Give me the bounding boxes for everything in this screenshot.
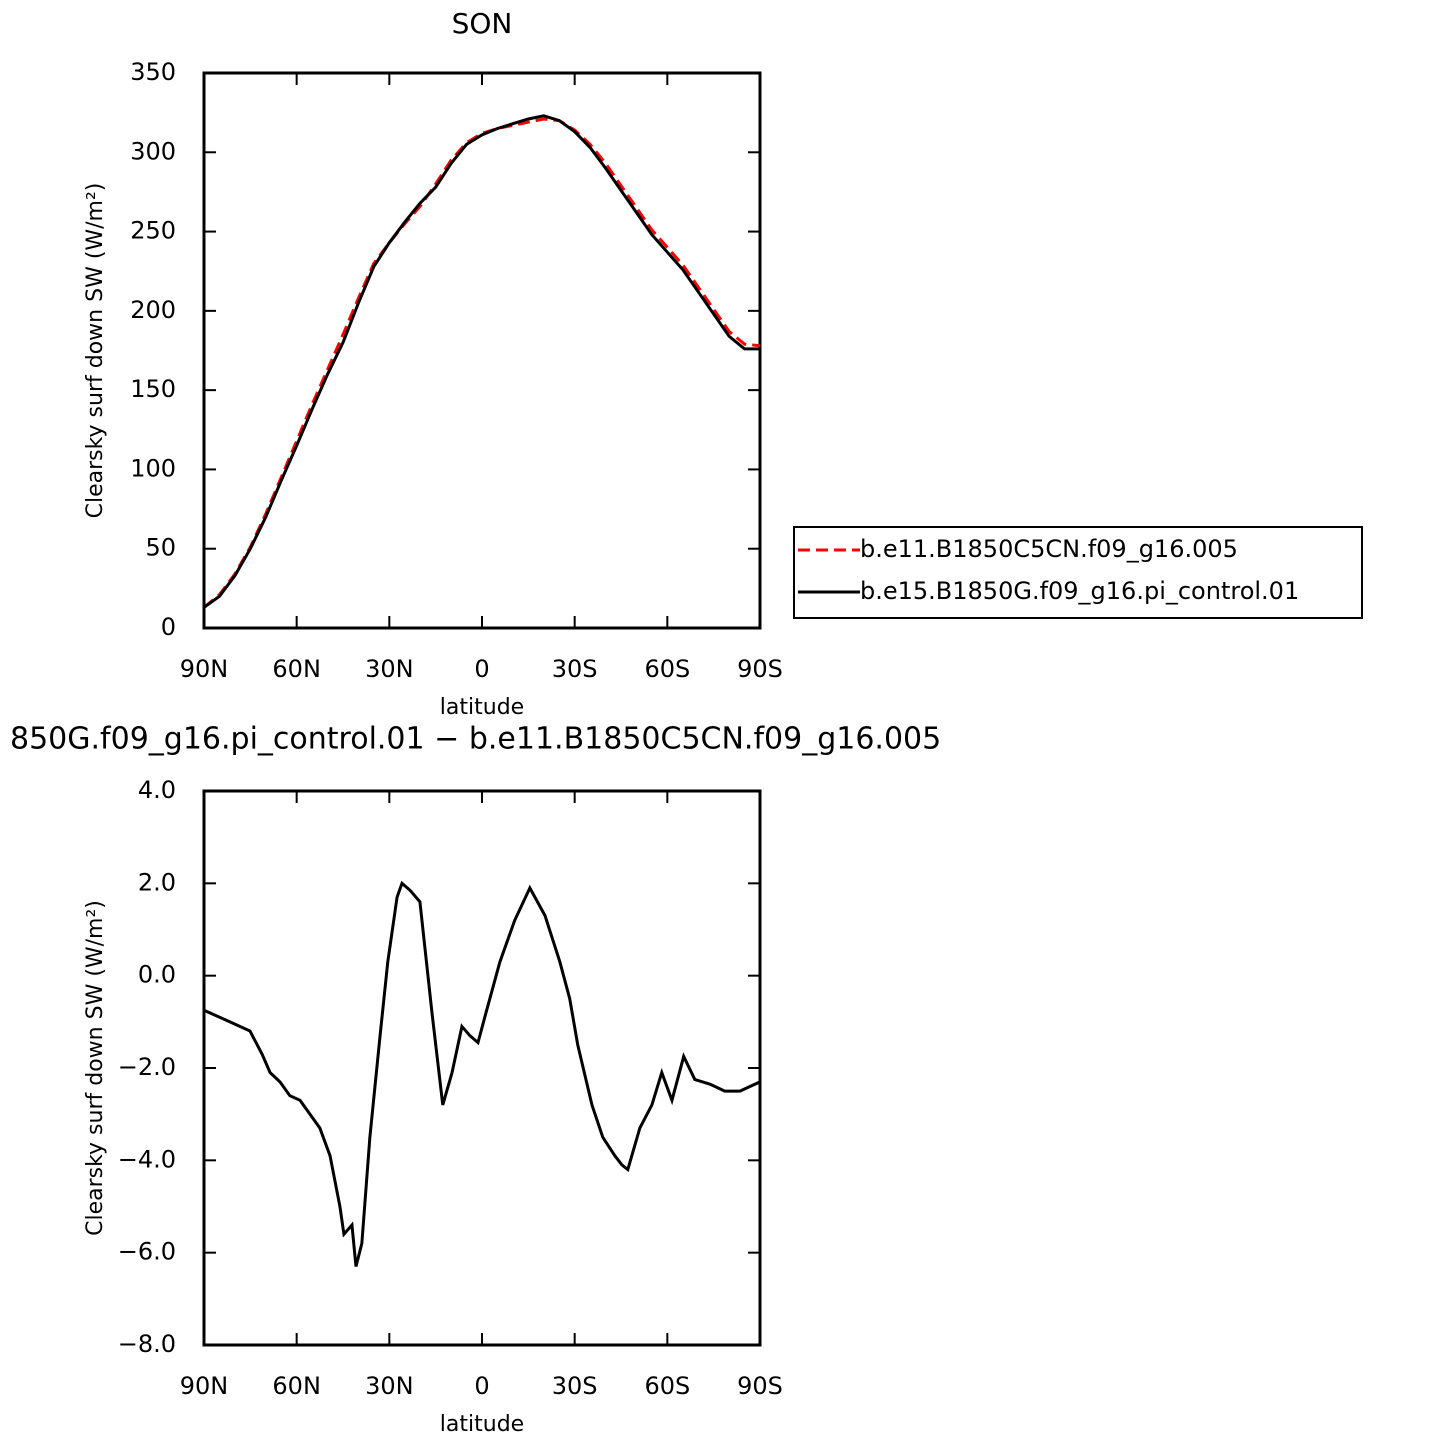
x-tick-label: 60N bbox=[272, 655, 321, 683]
x-tick-label: 90N bbox=[180, 1372, 229, 1400]
data-line bbox=[203, 117, 761, 609]
x-axis-label: latitude bbox=[440, 695, 524, 720]
x-tick-label: 30N bbox=[365, 655, 414, 683]
x-tick-label: 90N bbox=[180, 655, 229, 683]
x-axis-label: latitude bbox=[440, 1412, 524, 1437]
y-tick-label: 0 bbox=[161, 613, 176, 641]
legend-label: b.e15.B1850G.f09_g16.pi_control.01 bbox=[860, 577, 1299, 605]
y-tick-label: −4.0 bbox=[118, 1145, 176, 1173]
legend-box bbox=[793, 526, 1363, 619]
y-tick-label: 4.0 bbox=[138, 776, 176, 804]
legend-label: b.e11.B1850C5CN.f09_g16.005 bbox=[860, 535, 1238, 563]
x-tick-label: 30S bbox=[552, 1372, 598, 1400]
plot-frame bbox=[202, 71, 762, 630]
x-tick-label: 30S bbox=[552, 655, 598, 683]
y-tick-label: −8.0 bbox=[118, 1330, 176, 1358]
y-tick-label: 300 bbox=[130, 137, 176, 165]
chart-title: SON bbox=[452, 7, 513, 40]
y-axis-label: Clearsky surf down SW (W/m²) bbox=[83, 183, 108, 519]
data-line bbox=[203, 114, 760, 609]
chart-title: 850G.f09_g16.pi_control.01 − b.e11.B1850… bbox=[10, 722, 941, 757]
y-tick-label: 150 bbox=[130, 375, 176, 403]
x-tick-label: 60S bbox=[644, 655, 690, 683]
plot-frame bbox=[202, 789, 762, 1347]
x-tick-label: 90S bbox=[737, 655, 783, 683]
x-tick-label: 60N bbox=[272, 1372, 321, 1400]
x-tick-label: 30N bbox=[365, 1372, 414, 1400]
y-tick-label: 100 bbox=[130, 454, 176, 482]
y-tick-label: 200 bbox=[130, 296, 176, 324]
x-tick-label: 0 bbox=[474, 1372, 489, 1400]
data-line bbox=[203, 880, 761, 1267]
y-tick-label: 250 bbox=[130, 217, 176, 245]
x-tick-label: 90S bbox=[737, 1372, 783, 1400]
y-tick-label: 2.0 bbox=[138, 868, 176, 896]
y-tick-label: 0.0 bbox=[138, 961, 176, 989]
y-tick-label: −2.0 bbox=[118, 1053, 176, 1081]
y-axis-label: Clearsky surf down SW (W/m²) bbox=[83, 900, 108, 1236]
x-tick-label: 0 bbox=[474, 655, 489, 683]
y-tick-label: 50 bbox=[145, 534, 176, 562]
x-tick-label: 60S bbox=[644, 1372, 690, 1400]
y-tick-label: −6.0 bbox=[118, 1238, 176, 1266]
y-tick-label: 350 bbox=[130, 58, 176, 86]
